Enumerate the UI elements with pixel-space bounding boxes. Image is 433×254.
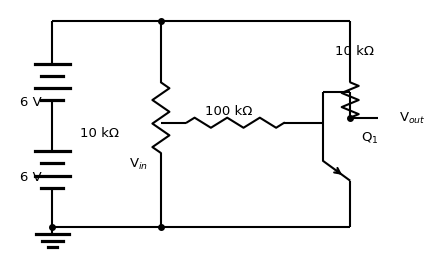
Text: V$_{in}$: V$_{in}$	[129, 156, 148, 171]
Text: 6 V: 6 V	[20, 96, 42, 108]
Text: Q$_1$: Q$_1$	[361, 131, 378, 146]
Text: 100 kΩ: 100 kΩ	[205, 104, 253, 117]
Text: V$_{out}$: V$_{out}$	[399, 111, 426, 126]
Text: 10 kΩ: 10 kΩ	[80, 127, 119, 140]
Text: 6 V: 6 V	[20, 171, 42, 184]
Text: 10 kΩ: 10 kΩ	[335, 45, 374, 58]
